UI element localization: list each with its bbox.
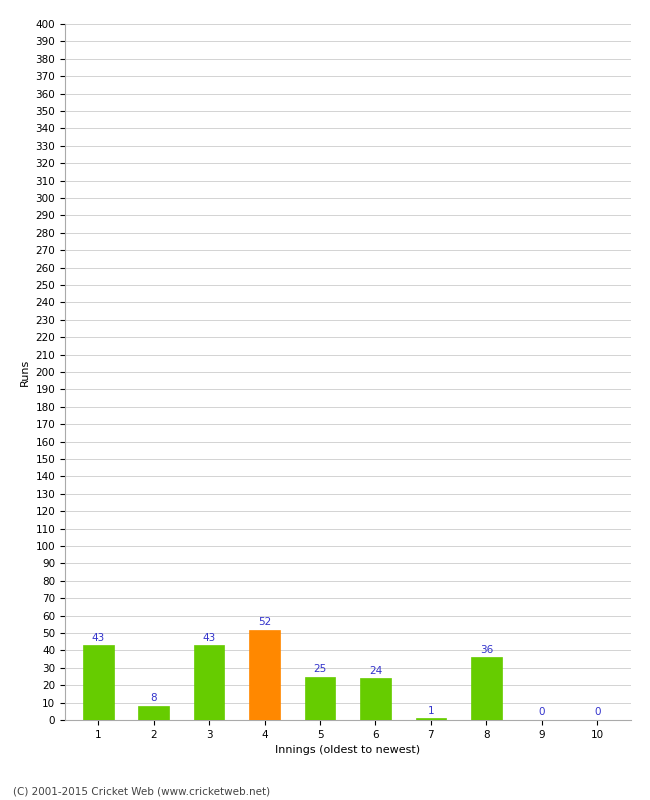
Bar	[194, 645, 224, 720]
Text: 8: 8	[150, 694, 157, 703]
Text: 0: 0	[539, 707, 545, 718]
Bar	[250, 630, 280, 720]
Text: 43: 43	[203, 633, 216, 642]
Text: 52: 52	[258, 617, 271, 627]
Text: (C) 2001-2015 Cricket Web (www.cricketweb.net): (C) 2001-2015 Cricket Web (www.cricketwe…	[13, 786, 270, 796]
Bar	[471, 658, 502, 720]
Bar	[83, 645, 114, 720]
Text: 24: 24	[369, 666, 382, 676]
Bar	[305, 677, 335, 720]
Text: 0: 0	[594, 707, 601, 718]
X-axis label: Innings (oldest to newest): Innings (oldest to newest)	[275, 746, 421, 755]
Text: 1: 1	[428, 706, 434, 716]
Bar	[360, 678, 391, 720]
Text: 36: 36	[480, 645, 493, 654]
Text: 25: 25	[313, 664, 327, 674]
Y-axis label: Runs: Runs	[20, 358, 30, 386]
Text: 43: 43	[92, 633, 105, 642]
Bar	[415, 718, 446, 720]
Bar	[138, 706, 169, 720]
